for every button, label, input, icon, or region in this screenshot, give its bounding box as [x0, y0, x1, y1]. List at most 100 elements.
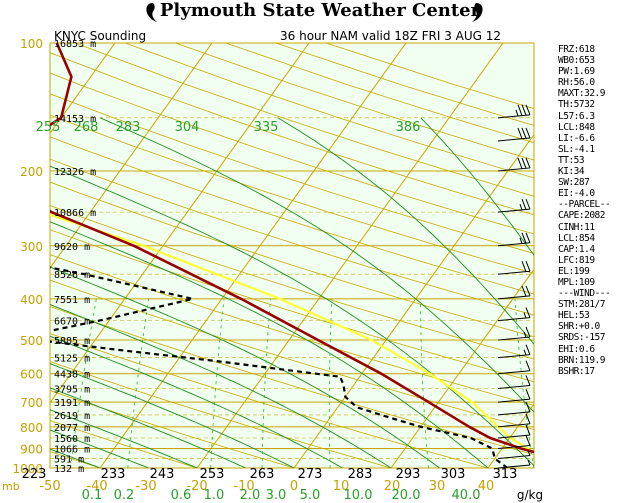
- run-label: 36 hour NAM valid 18Z FRI 3 AUG 12: [280, 29, 501, 43]
- wind-barb-flag: [525, 104, 531, 116]
- isotherm-line: [0, 43, 18, 468]
- dry-adiabat-line: [50, 205, 534, 360]
- stability-index-row: WB0:653: [558, 55, 595, 67]
- wind-barb-flag: [525, 232, 531, 243]
- mixing-ratio-line: [420, 298, 429, 468]
- wind-barb-shaft: [497, 270, 531, 275]
- wind-barb-half-flag: [527, 450, 531, 456]
- theta-e-label: 255: [36, 120, 61, 135]
- temperature-tick-label: -40: [86, 479, 107, 494]
- bottom-theta-label: 253: [200, 467, 225, 482]
- height-label: 12326 m: [54, 167, 96, 178]
- dry-adiabat-line: [50, 361, 392, 468]
- wind-barb-half-flag: [515, 109, 519, 117]
- temperature-tick-label: 10: [333, 479, 350, 494]
- mixing-ratio-tick-label: 20.0: [392, 488, 421, 503]
- height-label: 8526 m: [54, 270, 90, 281]
- wind-barb: [497, 375, 531, 389]
- dry-adiabat-line: [50, 279, 534, 430]
- wind-barb: [497, 401, 531, 416]
- wind-barb-flag: [517, 157, 523, 169]
- dry-adiabat-line: [50, 72, 534, 235]
- stability-index-row: SW:287: [558, 177, 590, 189]
- stability-index-row: MPL:109: [558, 276, 595, 288]
- wind-barb-half-flag: [523, 331, 527, 338]
- height-label: 5125 m: [54, 354, 90, 365]
- moist-adiabat-line: [420, 117, 534, 256]
- mixing-ratio-tick-label: 10.0: [344, 488, 373, 503]
- stability-index-row: BSHR:17: [558, 365, 595, 377]
- wind-barb-shaft: [497, 384, 531, 389]
- wind-barb-flag: [525, 261, 531, 272]
- stability-index-row: EI:-4.0: [558, 188, 595, 200]
- wind-barb-shaft: [497, 411, 531, 416]
- bottom-theta-label: 283: [348, 467, 373, 482]
- bottom-theta-label: 303: [441, 467, 466, 482]
- wind-barb: [497, 198, 531, 213]
- moist-adiabat-line: [50, 387, 246, 468]
- temperature-tick-label: 20: [384, 479, 401, 494]
- dry-adiabat-line: [50, 52, 534, 216]
- bottom-theta-label: 263: [250, 467, 275, 482]
- stability-index-row: TT:53: [558, 154, 585, 166]
- moist-adiabat-line: [50, 165, 534, 467]
- stability-index-row: EL:199: [558, 265, 590, 277]
- bottom-theta-label: 313: [493, 467, 518, 482]
- moist-adiabat-line: [50, 303, 392, 468]
- temperature-tick-label: -10: [233, 479, 254, 494]
- wind-barb-flag: [521, 232, 527, 244]
- stability-index-row: LI:-6.6: [558, 132, 595, 144]
- banner: Plymouth State Weather Center: [0, 0, 640, 26]
- moist-adiabat-line: [50, 363, 295, 468]
- wind-barb-shaft: [497, 114, 531, 119]
- wind-barb-shaft: [497, 370, 531, 375]
- dry-adiabat-line: [50, 181, 534, 338]
- height-label: 2077 m: [54, 423, 90, 434]
- stability-index-row: SHR:+0.0: [558, 321, 600, 333]
- pressure-tick-label: 700: [20, 396, 43, 410]
- wind-barb-flag: [525, 307, 531, 318]
- stability-index-row: CAPE:2082: [558, 210, 605, 222]
- pressure-tick-label: 800: [20, 421, 43, 435]
- wind-barb-flag: [525, 127, 531, 139]
- theta-e-label: 283: [116, 120, 141, 135]
- temperature-tick-label: -30: [135, 479, 156, 494]
- wind-barb-shaft: [497, 336, 531, 341]
- pressure-tick-label: 500: [20, 334, 43, 348]
- banner-title: Plymouth State Weather Center: [159, 0, 481, 21]
- wind-barb-half-flag: [519, 203, 523, 211]
- dry-adiabat-line: [50, 136, 534, 295]
- bottom-theta-label: 293: [396, 467, 421, 482]
- height-label: 1066 m: [54, 445, 90, 456]
- wind-barb-flag: [525, 326, 531, 338]
- wind-barb: [497, 344, 531, 359]
- mixing-ratio-line: [210, 298, 225, 468]
- bottom-theta-label: 223: [22, 467, 47, 482]
- temperature-line: [50, 43, 534, 454]
- wind-barb-flag: [525, 285, 531, 297]
- profile-lines: [50, 43, 534, 468]
- wind-barb-flag: [521, 104, 527, 116]
- stability-index-row: LCL:848: [558, 121, 595, 133]
- height-label: 7551 m: [54, 295, 90, 306]
- stability-index-row: LFC:819: [558, 254, 595, 266]
- moist-adiabat-line: [50, 335, 343, 468]
- parcel-trace-line: [50, 213, 534, 454]
- wind-barb-shaft: [497, 242, 531, 247]
- theta-e-label: 304: [175, 120, 200, 135]
- wind-barb-flag: [525, 401, 531, 413]
- height-label: 10866 m: [54, 208, 96, 219]
- hurricane-symbol-icon: [472, 3, 483, 22]
- dry-adiabat-line: [50, 93, 534, 254]
- height-label: 2619 m: [54, 411, 90, 422]
- wind-barb-shaft: [497, 354, 531, 359]
- wind-barb-shaft: [497, 464, 531, 469]
- station-label: KNYC Sounding: [54, 29, 146, 43]
- wind-barb: [497, 435, 531, 450]
- theta-e-label: 335: [254, 120, 279, 135]
- height-label: 4438 m: [54, 370, 90, 381]
- mixing-ratio-unit-label: g/kg: [517, 488, 543, 502]
- bottom-theta-label: 243: [150, 467, 175, 482]
- stability-index-row: ---WIND---: [558, 288, 611, 300]
- wind-barb-flag: [517, 127, 523, 139]
